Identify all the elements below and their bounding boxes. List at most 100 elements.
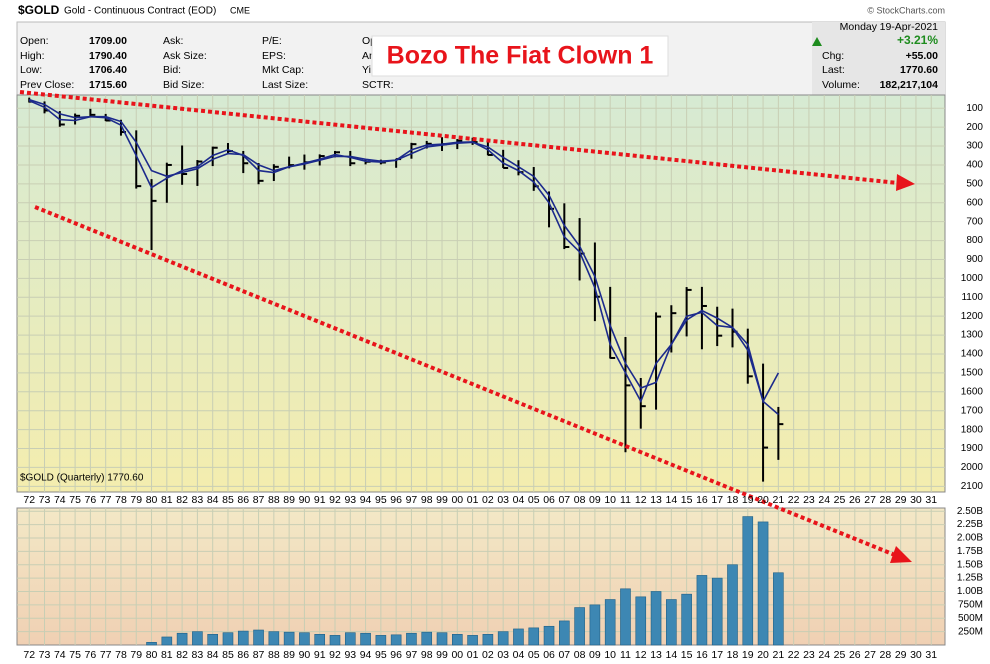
x-tick-label: 76 — [85, 649, 97, 661]
x-tick-label: 74 — [54, 649, 66, 661]
panel-label: $GOLD (Quarterly) 1770.60 — [20, 473, 144, 484]
field-label: Yi — [362, 64, 371, 76]
x-tick-label: 09 — [589, 494, 601, 506]
volume-bar — [375, 635, 387, 646]
volume-bar — [650, 591, 662, 646]
x-tick-label: 00 — [451, 494, 463, 506]
field-label: Bid: — [163, 64, 181, 76]
volume-bar — [620, 588, 631, 646]
field-label: Last Size: — [262, 79, 308, 91]
x-tick-label: 74 — [54, 494, 66, 506]
x-tick-label: 15 — [681, 649, 693, 661]
x-tick-label: 90 — [299, 494, 311, 506]
x-tick-label: 95 — [375, 649, 387, 661]
x-tick-label: 76 — [85, 494, 97, 506]
x-tick-label: 22 — [788, 494, 800, 506]
x-tick-label: 19 — [742, 494, 754, 506]
x-tick-label: 80 — [146, 649, 158, 661]
field-label: High: — [20, 50, 45, 62]
x-tick-label: 21 — [773, 494, 785, 506]
copyright: © StockCharts.com — [867, 5, 945, 15]
x-tick-label: 91 — [314, 494, 326, 506]
x-tick-label: 88 — [268, 494, 280, 506]
y-tick-label: 1.50B — [957, 559, 983, 570]
y-tick-label: 1100 — [961, 292, 983, 303]
y-tick-label: 800 — [966, 235, 983, 246]
x-tick-label: 98 — [421, 494, 433, 506]
y-tick-label: 1500 — [961, 368, 984, 379]
y-tick-label: 750M — [958, 600, 983, 611]
x-tick-label: 16 — [696, 494, 708, 506]
x-tick-label: 09 — [589, 649, 601, 661]
x-tick-label: 94 — [360, 494, 372, 506]
x-tick-label: 83 — [192, 649, 204, 661]
x-tick-label: 29 — [895, 494, 907, 506]
x-tick-label: 02 — [482, 494, 494, 506]
x-tick-label: 17 — [711, 649, 723, 661]
y-tick-label: 2000 — [961, 462, 984, 473]
x-tick-label: 14 — [665, 649, 677, 661]
volume-bar — [589, 604, 601, 646]
x-tick-label: 93 — [344, 649, 356, 661]
arrow-head — [890, 546, 912, 563]
volume-bar — [253, 629, 264, 646]
x-tick-label: 22 — [788, 649, 800, 661]
x-tick-label: 90 — [299, 649, 311, 661]
x-tick-label: 75 — [69, 494, 81, 506]
y-tick-label: 250M — [958, 626, 983, 637]
x-tick-label: 95 — [375, 494, 387, 506]
field-value: 182,217,104 — [880, 79, 939, 91]
field-value: 1715.60 — [89, 79, 127, 91]
x-tick-label: 24 — [818, 494, 830, 506]
x-tick-label: 78 — [115, 649, 127, 661]
volume-bar — [681, 593, 692, 646]
x-tick-label: 11 — [620, 649, 631, 661]
volume-bar — [696, 575, 708, 646]
volume-bar — [635, 596, 647, 646]
volume-bar — [283, 631, 295, 646]
x-tick-label: 98 — [421, 649, 433, 661]
x-tick-label: 12 — [635, 649, 647, 661]
x-tick-label: 82 — [176, 494, 188, 506]
x-tick-label: 77 — [100, 649, 112, 661]
y-tick-label: 900 — [966, 254, 983, 265]
volume-bar — [406, 632, 417, 646]
moving-average — [28, 98, 779, 416]
x-tick-label: 89 — [283, 649, 295, 661]
volume-bar — [559, 620, 570, 646]
x-tick-label: 10 — [604, 494, 616, 506]
symbol: $GOLD — [18, 3, 60, 17]
x-tick-label: 04 — [513, 494, 525, 506]
x-tick-label: 73 — [39, 649, 51, 661]
x-tick-label: 10 — [604, 649, 616, 661]
x-tick-label: 29 — [895, 649, 907, 661]
field-label: Prev Close: — [20, 79, 74, 91]
x-tick-label: 99 — [436, 494, 448, 506]
x-tick-label: 13 — [650, 494, 662, 506]
volume-bar — [436, 632, 448, 646]
marks — [28, 97, 784, 646]
field-label: Open: — [20, 35, 49, 47]
y-tick-label: 500 — [966, 178, 983, 189]
field-label: SCTR: — [362, 79, 394, 91]
volume-bar — [543, 625, 555, 646]
annotation: Bozo The Fiat Clown 1 — [387, 42, 654, 70]
x-tick-label: 27 — [864, 649, 876, 661]
x-tick-label: 78 — [115, 494, 127, 506]
x-tick-label: 03 — [497, 494, 509, 506]
x-tick-label: 96 — [390, 494, 402, 506]
x-tick-label: 96 — [390, 649, 402, 661]
volume-bar — [727, 564, 738, 646]
field-label: Volume: — [822, 79, 860, 91]
y-tick-label: 2100 — [961, 481, 984, 492]
x-tick-label: 26 — [849, 649, 861, 661]
y-tick-label: 1300 — [961, 330, 984, 341]
x-tick-label: 02 — [482, 649, 494, 661]
day: Monday — [840, 21, 878, 33]
x-tick-label: 91 — [314, 649, 326, 661]
x-tick-label: 06 — [543, 494, 555, 506]
field-label: Last: — [822, 64, 845, 76]
arrow-head — [896, 174, 915, 191]
y-tick-label: 400 — [966, 160, 983, 171]
